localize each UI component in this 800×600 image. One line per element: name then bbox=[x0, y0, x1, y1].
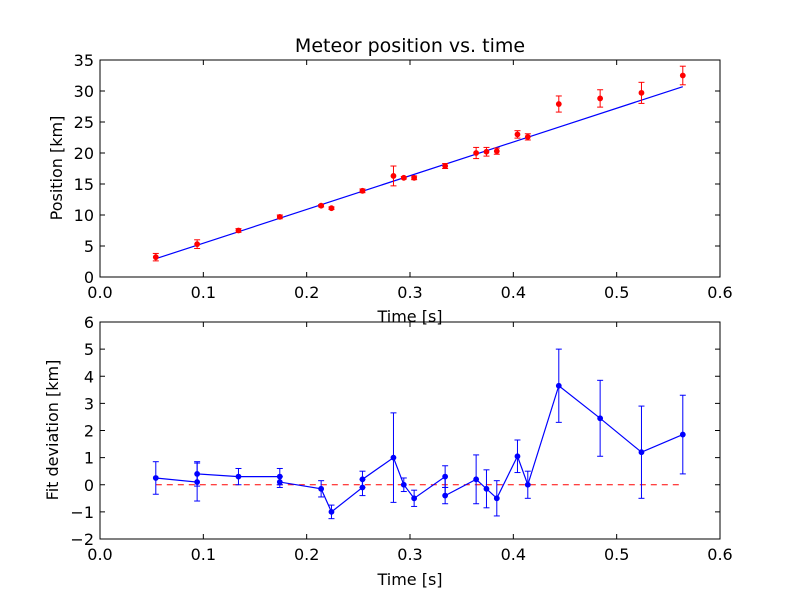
position-xtick-label: 0.1 bbox=[191, 283, 216, 302]
deviation-xtick-label: 0.4 bbox=[501, 545, 526, 564]
position-ytick-label: 30 bbox=[74, 82, 94, 101]
position-data-point bbox=[328, 205, 335, 212]
position-plot-ylabel: Position [km] bbox=[47, 116, 66, 221]
deviation-ytick-label: 3 bbox=[84, 394, 94, 413]
position-data-point bbox=[473, 150, 480, 156]
position-data-point bbox=[400, 174, 407, 181]
position-xtick-label: 0.0 bbox=[87, 283, 112, 302]
deviation-ytick-label: 5 bbox=[84, 340, 94, 359]
position-ytick-label: 10 bbox=[74, 206, 94, 225]
deviation-data-point bbox=[318, 485, 325, 492]
position-plot-title: Meteor position vs. time bbox=[295, 35, 525, 57]
deviation-xtick-label: 0.5 bbox=[604, 545, 629, 564]
position-data-point bbox=[555, 101, 562, 107]
deviation-data-point bbox=[442, 492, 449, 499]
deviation-data-point bbox=[514, 453, 521, 460]
deviation-data-point bbox=[400, 481, 407, 488]
deviation-data-point bbox=[679, 431, 686, 438]
deviation-ytick-label: −2 bbox=[70, 530, 94, 549]
deviation-ytick-label: 1 bbox=[84, 449, 94, 468]
position-ytick-label: 35 bbox=[74, 51, 94, 70]
position-xtick-label: 0.3 bbox=[397, 283, 422, 302]
deviation-plot-xlabel: Time [s] bbox=[376, 570, 442, 589]
position-data-point bbox=[318, 202, 325, 209]
position-data-point bbox=[679, 72, 686, 79]
position-data-point bbox=[411, 174, 418, 181]
deviation-data-point bbox=[473, 476, 480, 483]
position-data-point bbox=[235, 227, 242, 234]
deviation-data-point bbox=[597, 415, 604, 422]
position-xtick-label: 0.4 bbox=[501, 283, 526, 302]
deviation-data-point bbox=[194, 471, 201, 477]
deviation-data-point bbox=[359, 476, 366, 483]
deviation-plot-ylabel: Fit deviation [km] bbox=[43, 360, 62, 501]
deviation-data-point bbox=[483, 485, 490, 492]
deviation-plot-frame bbox=[99, 321, 721, 540]
position-plot-marks bbox=[152, 65, 686, 262]
deviation-xtick-label: 0.2 bbox=[294, 545, 319, 564]
position-data-point bbox=[359, 187, 366, 194]
position-data-point bbox=[483, 148, 490, 155]
deviation-data-point bbox=[411, 495, 418, 502]
position-ytick-label: 5 bbox=[84, 237, 94, 256]
position-data-point bbox=[390, 173, 397, 179]
deviation-plot-ticks: 0.0 0.1 0.2 0.3 0.4 0.5 0.6 −2 −1 0 1 2 3 4 5 6 bbox=[70, 313, 732, 564]
deviation-plot-marks bbox=[152, 348, 686, 520]
position-xtick-label: 0.5 bbox=[604, 283, 629, 302]
deviation-plot: 0.0 0.1 0.2 0.3 0.4 0.5 0.6 −2 −1 0 1 2 3 4 5 6 Time [s… bbox=[43, 313, 733, 589]
position-data-point bbox=[493, 148, 500, 155]
position-plot: Meteor position vs. time 0.0 0.1 0.2 0.3 0.4… bbox=[47, 35, 733, 326]
position-data-point bbox=[152, 254, 159, 261]
position-data-point bbox=[194, 241, 201, 248]
deviation-data-point bbox=[493, 495, 500, 502]
position-data-point bbox=[638, 89, 645, 96]
deviation-data-point bbox=[390, 454, 397, 461]
deviation-ytick-label: 0 bbox=[84, 476, 94, 495]
deviation-data-point bbox=[555, 382, 562, 389]
position-ytick-label: 25 bbox=[74, 113, 94, 132]
position-data-point bbox=[442, 163, 449, 169]
deviation-data-point bbox=[235, 473, 242, 480]
deviation-ytick-label: 6 bbox=[84, 313, 94, 332]
deviation-series-line bbox=[155, 384, 684, 513]
position-xtick-label: 0.6 bbox=[707, 283, 732, 302]
deviation-data-point bbox=[276, 479, 283, 485]
position-plot-frame bbox=[99, 59, 721, 278]
deviation-ytick-label: 2 bbox=[84, 422, 94, 441]
position-fit-line bbox=[155, 86, 683, 260]
position-data-point bbox=[524, 133, 531, 140]
position-plot-xlabel: Time [s] bbox=[376, 307, 442, 326]
position-data-point bbox=[276, 213, 283, 220]
deviation-data-point bbox=[152, 475, 159, 481]
deviation-ytick-label: 4 bbox=[84, 367, 94, 386]
position-ytick-label: 15 bbox=[74, 175, 94, 194]
position-ytick-label: 20 bbox=[74, 144, 94, 163]
deviation-xtick-label: 0.0 bbox=[87, 545, 112, 564]
deviation-data-point bbox=[638, 449, 645, 456]
position-ytick-label: 0 bbox=[84, 268, 94, 287]
position-xtick-label: 0.2 bbox=[294, 283, 319, 302]
deviation-ytick-label: −1 bbox=[70, 503, 94, 522]
deviation-data-point bbox=[524, 481, 531, 488]
position-data-point bbox=[514, 131, 521, 138]
deviation-xtick-label: 0.3 bbox=[397, 545, 422, 564]
deviation-data-point bbox=[328, 508, 335, 515]
deviation-data-point bbox=[442, 473, 449, 480]
deviation-xtick-label: 0.1 bbox=[191, 545, 216, 564]
position-data-point bbox=[597, 95, 604, 102]
deviation-xtick-label: 0.6 bbox=[707, 545, 732, 564]
position-plot-ticks: 0.0 0.1 0.2 0.3 0.4 0.5 0.6 0 5 10 15 20 25 30 35 bbox=[74, 51, 733, 302]
